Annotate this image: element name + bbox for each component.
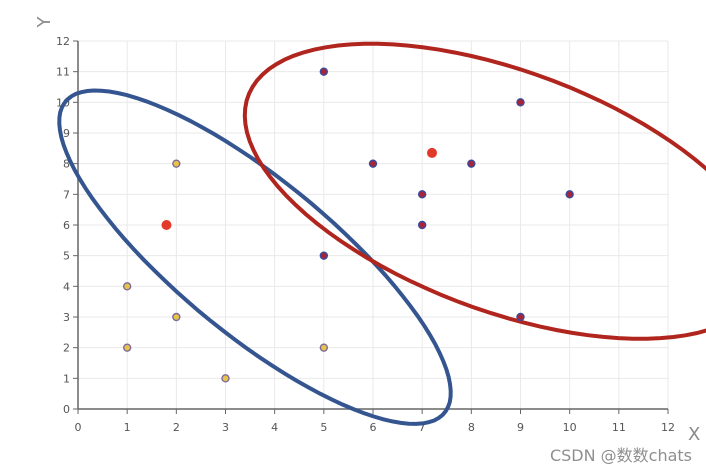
y-tick-label: 4: [63, 280, 70, 293]
centroid-point: [161, 220, 172, 230]
data-point-series-2: [417, 190, 427, 199]
y-tick-label: 12: [56, 35, 70, 48]
x-tick-label: 2: [173, 421, 180, 434]
x-tick-label: 4: [271, 421, 278, 434]
y-tick-label: 7: [63, 188, 70, 201]
data-point-series-1: [172, 159, 181, 168]
y-tick-label: 2: [63, 342, 70, 355]
x-tick-label: 7: [419, 421, 426, 434]
x-tick-label: 11: [612, 421, 626, 434]
data-point-series-2: [319, 67, 329, 76]
x-tick-label: 5: [320, 421, 327, 434]
x-tick-label: 8: [468, 421, 475, 434]
data-point-series-1: [122, 282, 132, 291]
x-tick-label: 10: [563, 421, 577, 434]
x-tick-label: 12: [661, 421, 675, 434]
data-point-series-2: [368, 159, 378, 168]
y-tick-label: 3: [63, 311, 70, 324]
data-point-series-2: [319, 251, 329, 260]
data-point-series-2: [565, 190, 574, 199]
cluster-outline-red: [242, 41, 706, 341]
data-point-series-1: [172, 312, 181, 322]
x-tick-label: 0: [75, 421, 82, 434]
x-tick-label: 3: [222, 421, 229, 434]
data-points: [122, 67, 574, 383]
y-tick-label: 9: [63, 127, 70, 140]
data-point-series-2: [417, 220, 427, 230]
y-tick-label: 5: [63, 250, 70, 263]
data-point-series-2: [516, 98, 525, 107]
watermark: CSDN @数数chats: [549, 446, 692, 465]
y-tick-label: 11: [56, 66, 70, 79]
x-tick-label: 6: [370, 421, 377, 434]
data-point-series-2: [467, 159, 476, 168]
cluster-outlines: [57, 41, 706, 426]
y-tick-label: 0: [63, 403, 70, 416]
y-tick-label: 1: [63, 372, 70, 385]
x-tick-label: 9: [517, 421, 524, 434]
x-axis-title: X: [688, 424, 700, 445]
grid: [78, 40, 669, 409]
y-axis-title: Y: [34, 16, 55, 29]
cluster-outline-blue: [57, 88, 453, 426]
data-point-series-1: [319, 343, 329, 352]
y-tick-label: 6: [63, 219, 70, 232]
data-point-series-1: [122, 343, 132, 352]
x-tick-label: 1: [124, 421, 131, 434]
data-point-series-1: [221, 374, 230, 383]
y-tick-label: 8: [63, 158, 70, 171]
data-point-series-2: [516, 312, 525, 322]
centroid-point: [427, 147, 437, 158]
